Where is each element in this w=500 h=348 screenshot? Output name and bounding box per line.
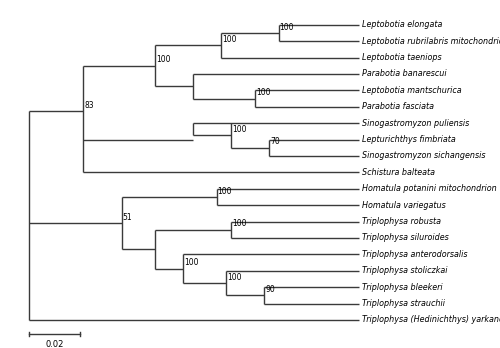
Text: Triplophysa robusta: Triplophysa robusta: [362, 217, 442, 226]
Text: Leptobotia mantschurica: Leptobotia mantschurica: [362, 86, 462, 95]
Text: Parabotia banarescui: Parabotia banarescui: [362, 70, 447, 79]
Text: 51: 51: [122, 213, 132, 222]
Text: 100: 100: [256, 88, 270, 97]
Text: 70: 70: [270, 137, 280, 147]
Text: 83: 83: [84, 101, 94, 110]
Text: Parabotia fasciata: Parabotia fasciata: [362, 102, 434, 111]
Text: Triplophysa stoliczkai: Triplophysa stoliczkai: [362, 266, 448, 275]
Text: Sinogastromyzon sichangensis: Sinogastromyzon sichangensis: [362, 151, 486, 160]
Text: 100: 100: [232, 125, 246, 134]
Text: Homatula potanini mitochondrion: Homatula potanini mitochondrion: [362, 184, 497, 193]
Text: Triplophysa bleekeri: Triplophysa bleekeri: [362, 283, 443, 292]
Text: 100: 100: [227, 273, 242, 282]
Text: 0.02: 0.02: [45, 340, 64, 348]
Text: Schistura balteata: Schistura balteata: [362, 168, 436, 177]
Text: Triplophysa (Hedinichthys) yarkandensis (Day): Triplophysa (Hedinichthys) yarkandensis …: [362, 315, 500, 324]
Text: 100: 100: [232, 220, 246, 228]
Text: Triplophysa strauchii: Triplophysa strauchii: [362, 299, 446, 308]
Text: 100: 100: [222, 35, 237, 44]
Text: Sinogastromyzon puliensis: Sinogastromyzon puliensis: [362, 119, 470, 128]
Text: 90: 90: [265, 285, 275, 294]
Text: Triplophysa anterodorsalis: Triplophysa anterodorsalis: [362, 250, 468, 259]
Text: 100: 100: [218, 187, 232, 196]
Text: Lepturichthys fimbriata: Lepturichthys fimbriata: [362, 135, 456, 144]
Text: Leptobotia taeniops: Leptobotia taeniops: [362, 53, 442, 62]
Text: Leptobotia rubrilabris mitochondrion: Leptobotia rubrilabris mitochondrion: [362, 37, 500, 46]
Text: 100: 100: [184, 258, 199, 267]
Text: Leptobotia elongata: Leptobotia elongata: [362, 20, 442, 29]
Text: Homatula variegatus: Homatula variegatus: [362, 201, 446, 209]
Text: 100: 100: [156, 55, 170, 64]
Text: 100: 100: [280, 23, 294, 32]
Text: Triplophysa siluroides: Triplophysa siluroides: [362, 234, 449, 243]
